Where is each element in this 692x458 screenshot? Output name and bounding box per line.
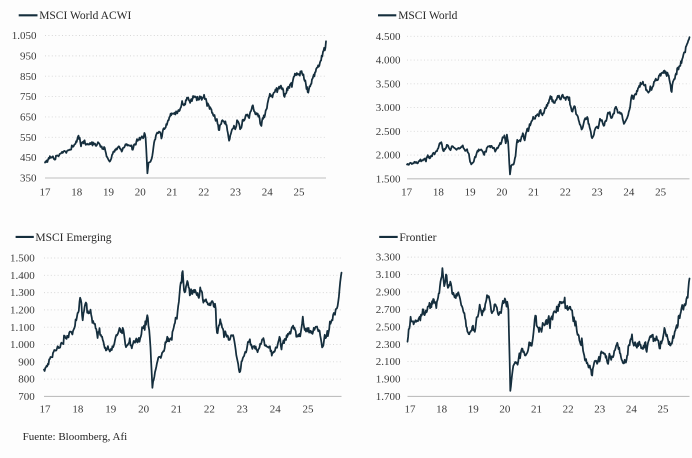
svg-text:20: 20: [499, 404, 511, 416]
svg-text:25: 25: [303, 404, 315, 416]
svg-text:1.050: 1.050: [12, 30, 37, 42]
svg-text:2.500: 2.500: [376, 126, 401, 138]
svg-text:1.300: 1.300: [10, 287, 35, 299]
svg-text:21: 21: [167, 186, 178, 198]
svg-text:650: 650: [20, 112, 37, 124]
svg-text:25: 25: [294, 186, 306, 198]
svg-text:3.000: 3.000: [376, 102, 401, 114]
svg-text:3.500: 3.500: [376, 78, 401, 90]
svg-text:24: 24: [623, 186, 635, 198]
svg-text:22: 22: [198, 186, 209, 198]
svg-text:20: 20: [135, 186, 147, 198]
svg-text:17: 17: [405, 404, 417, 416]
svg-text:Fuente: Bloomberg, Afi: Fuente: Bloomberg, Afi: [23, 431, 128, 443]
svg-text:17: 17: [401, 186, 413, 198]
svg-text:MSCI World: MSCI World: [398, 10, 457, 22]
svg-text:1.100: 1.100: [10, 322, 35, 334]
svg-text:24: 24: [262, 186, 274, 198]
svg-text:18: 18: [436, 404, 448, 416]
svg-text:1.200: 1.200: [10, 305, 35, 317]
svg-text:23: 23: [594, 404, 606, 416]
svg-text:1.700: 1.700: [376, 391, 401, 403]
svg-text:23: 23: [237, 404, 249, 416]
svg-text:19: 19: [105, 404, 117, 416]
svg-text:21: 21: [531, 404, 542, 416]
svg-text:19: 19: [103, 186, 115, 198]
svg-text:4.500: 4.500: [376, 31, 401, 43]
svg-text:19: 19: [468, 404, 480, 416]
svg-text:700: 700: [18, 391, 35, 403]
svg-text:1.500: 1.500: [376, 173, 401, 185]
svg-text:1.500: 1.500: [10, 253, 35, 265]
svg-text:1.000: 1.000: [10, 339, 35, 351]
svg-text:350: 350: [20, 173, 37, 185]
svg-text:3.300: 3.300: [376, 252, 401, 264]
svg-text:22: 22: [204, 404, 215, 416]
svg-text:22: 22: [563, 404, 574, 416]
svg-text:1.400: 1.400: [10, 270, 35, 282]
svg-text:950: 950: [20, 50, 37, 62]
svg-text:23: 23: [592, 186, 604, 198]
svg-text:20: 20: [138, 404, 150, 416]
svg-text:750: 750: [20, 91, 37, 103]
svg-text:24: 24: [270, 404, 282, 416]
svg-text:2.300: 2.300: [376, 339, 401, 351]
svg-text:MSCI World ACWI: MSCI World ACWI: [39, 10, 131, 22]
svg-text:2.100: 2.100: [376, 356, 401, 368]
svg-text:23: 23: [230, 186, 242, 198]
svg-text:Frontier: Frontier: [399, 232, 436, 244]
svg-text:17: 17: [40, 404, 52, 416]
svg-text:18: 18: [433, 186, 445, 198]
svg-text:3.100: 3.100: [376, 269, 401, 281]
svg-text:2.000: 2.000: [376, 150, 401, 162]
svg-text:17: 17: [40, 186, 52, 198]
svg-text:2.500: 2.500: [376, 321, 401, 333]
svg-text:2.700: 2.700: [376, 304, 401, 316]
svg-text:2.900: 2.900: [376, 287, 401, 299]
svg-text:20: 20: [496, 186, 508, 198]
svg-text:24: 24: [626, 404, 638, 416]
svg-text:21: 21: [528, 186, 539, 198]
svg-text:25: 25: [655, 186, 667, 198]
svg-text:18: 18: [72, 404, 84, 416]
svg-text:800: 800: [18, 374, 35, 386]
svg-text:550: 550: [20, 132, 37, 144]
svg-text:18: 18: [71, 186, 83, 198]
svg-text:1.900: 1.900: [376, 374, 401, 386]
svg-text:850: 850: [20, 71, 37, 83]
svg-text:25: 25: [658, 404, 670, 416]
svg-text:22: 22: [560, 186, 571, 198]
svg-text:450: 450: [20, 152, 37, 164]
svg-text:21: 21: [171, 404, 182, 416]
svg-text:900: 900: [18, 356, 35, 368]
svg-text:MSCI Emerging: MSCI Emerging: [35, 232, 111, 244]
svg-text:19: 19: [465, 186, 477, 198]
svg-text:4.000: 4.000: [376, 55, 401, 67]
